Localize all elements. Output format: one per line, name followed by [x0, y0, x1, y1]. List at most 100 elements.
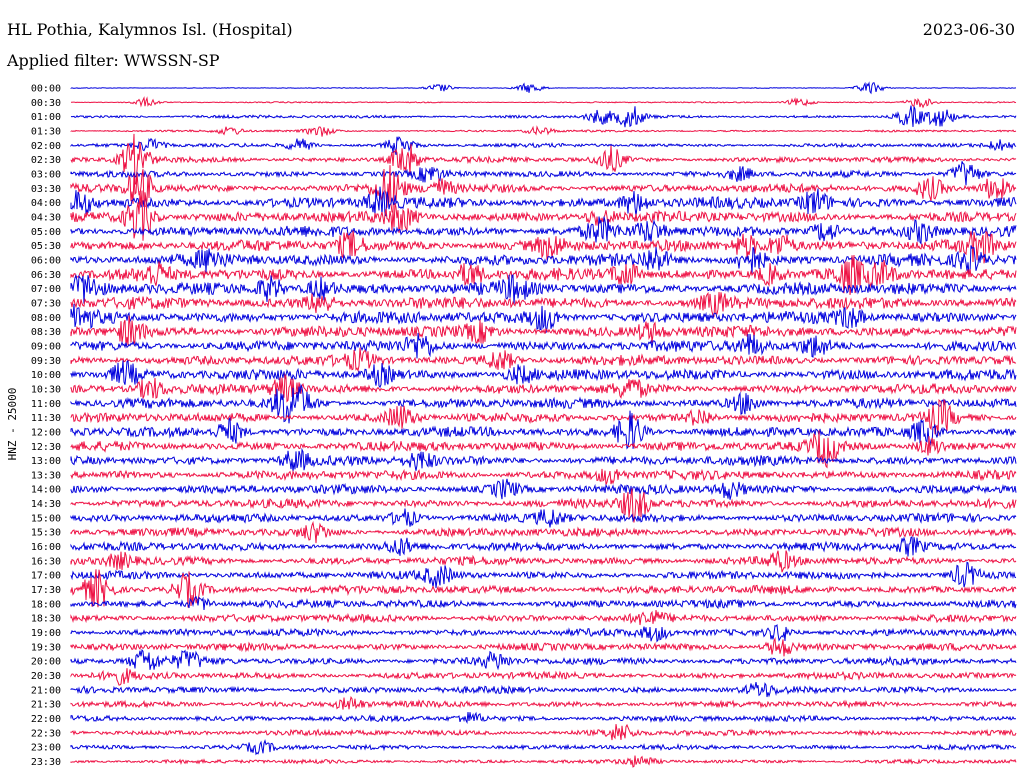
- record-date: 2023-06-30: [922, 20, 1015, 39]
- seismogram-trace: [70, 695, 1017, 710]
- time-label: 09:00: [31, 341, 61, 352]
- time-label: 10:30: [31, 384, 61, 395]
- seismogram-trace: [70, 81, 1017, 95]
- seismogram-trace: [70, 739, 1017, 756]
- time-label: 07:30: [31, 298, 61, 309]
- seismogram-trace: [70, 332, 1017, 359]
- time-label: 03:30: [31, 184, 61, 195]
- seismogram-trace: [70, 165, 1017, 213]
- time-label: 06:30: [31, 270, 61, 281]
- filter-label: Applied filter: WWSSN-SP: [7, 51, 220, 70]
- time-label: 02:00: [31, 141, 61, 152]
- time-label: 00:30: [31, 98, 61, 109]
- time-label: 07:00: [31, 284, 61, 295]
- time-label: 14:30: [31, 499, 61, 510]
- time-label: 04:30: [31, 212, 61, 223]
- time-label: 11:30: [31, 413, 61, 424]
- seismogram-trace: [70, 230, 1017, 264]
- time-label: 20:30: [31, 671, 61, 682]
- seismogram-trace: [70, 125, 1017, 137]
- time-label: 22:00: [31, 714, 61, 725]
- time-label: 02:30: [31, 155, 61, 166]
- seismogram-trace: [70, 668, 1017, 686]
- time-label: 20:00: [31, 657, 61, 668]
- time-label: 23:00: [31, 743, 61, 754]
- seismogram-trace: [70, 648, 1017, 671]
- time-label: 09:30: [31, 356, 61, 367]
- seismogram-trace: [70, 624, 1017, 643]
- seismogram-trace: [70, 508, 1017, 528]
- seismogram-trace: [70, 488, 1017, 523]
- seismogram-trace: [70, 569, 1017, 608]
- seismogram-trace: [70, 520, 1017, 544]
- time-label: 19:30: [31, 642, 61, 653]
- time-label: 06:00: [31, 255, 61, 266]
- seismogram-trace: [70, 245, 1017, 275]
- time-label: 12:30: [31, 442, 61, 453]
- seismogram-trace: [71, 96, 1017, 109]
- seismogram-trace: [70, 136, 1017, 155]
- seismogram-trace: [70, 291, 1017, 318]
- seismogram-trace: [70, 430, 1017, 469]
- seismogram-trace: [70, 398, 1017, 436]
- seismogram-trace: [70, 468, 1017, 485]
- seismogram-trace: [70, 755, 1017, 768]
- station-title: HL Pothia, Kalymnos Isl. (Hospital): [7, 20, 293, 39]
- time-label: 13:00: [31, 456, 61, 467]
- seismogram-trace: [70, 447, 1017, 472]
- time-label: 15:00: [31, 513, 61, 524]
- time-label: 11:00: [31, 399, 61, 410]
- seismogram-trace: [70, 536, 1017, 557]
- seismogram-trace: [70, 561, 1017, 589]
- seismogram-trace: [70, 711, 1016, 725]
- seismogram-trace: [70, 274, 1017, 305]
- time-label: 22:30: [31, 728, 61, 739]
- time-label: 04:00: [31, 198, 61, 209]
- seismogram-trace: [70, 383, 1017, 424]
- seismogram-trace: [70, 347, 1017, 373]
- time-label: 10:00: [31, 370, 61, 381]
- seismogram-trace: [70, 161, 1017, 186]
- time-label: 13:30: [31, 470, 61, 481]
- seismogram-trace: [70, 478, 1017, 500]
- time-label: 05:30: [31, 241, 61, 252]
- time-label: 12:00: [31, 427, 61, 438]
- time-label: 17:30: [31, 585, 61, 596]
- time-label: 19:00: [31, 628, 61, 639]
- seismogram-trace: [70, 410, 1017, 450]
- time-label: 03:00: [31, 169, 61, 180]
- seismogram-trace: [70, 682, 1017, 698]
- time-label: 16:30: [31, 556, 61, 567]
- seismogram-trace: [70, 610, 1017, 626]
- time-label: 18:00: [31, 599, 61, 610]
- seismogram-trace: [70, 133, 1017, 186]
- time-label: 23:30: [31, 757, 61, 768]
- time-label: 18:30: [31, 614, 61, 625]
- seismogram-trace: [70, 359, 1017, 389]
- time-label: 01:00: [31, 112, 61, 123]
- time-label: 21:30: [31, 700, 61, 711]
- channel-label: HNZ - 25000: [6, 388, 19, 461]
- time-label: 14:00: [31, 485, 61, 496]
- seismogram-trace: [70, 186, 1017, 217]
- time-label: 00:00: [31, 84, 61, 95]
- time-label: 15:30: [31, 528, 61, 539]
- time-label: 16:00: [31, 542, 61, 553]
- seismogram-trace: [70, 303, 1017, 333]
- time-label: 08:30: [31, 327, 61, 338]
- time-label: 17:00: [31, 571, 61, 582]
- seismogram-traces: [70, 81, 1017, 768]
- seismogram-trace: [70, 315, 1017, 347]
- time-label: 08:00: [31, 313, 61, 324]
- seismogram-trace: [70, 254, 1017, 295]
- seismogram-trace: [70, 723, 1017, 741]
- time-label: 01:30: [31, 126, 61, 137]
- time-label: 05:00: [31, 227, 61, 238]
- seismogram-trace: [70, 373, 1017, 403]
- seismogram-trace: [70, 105, 1017, 128]
- time-label: 21:00: [31, 685, 61, 696]
- seismogram-trace: [70, 636, 1017, 657]
- seismogram-trace: [70, 190, 1017, 241]
- seismogram-trace: [70, 216, 1017, 245]
